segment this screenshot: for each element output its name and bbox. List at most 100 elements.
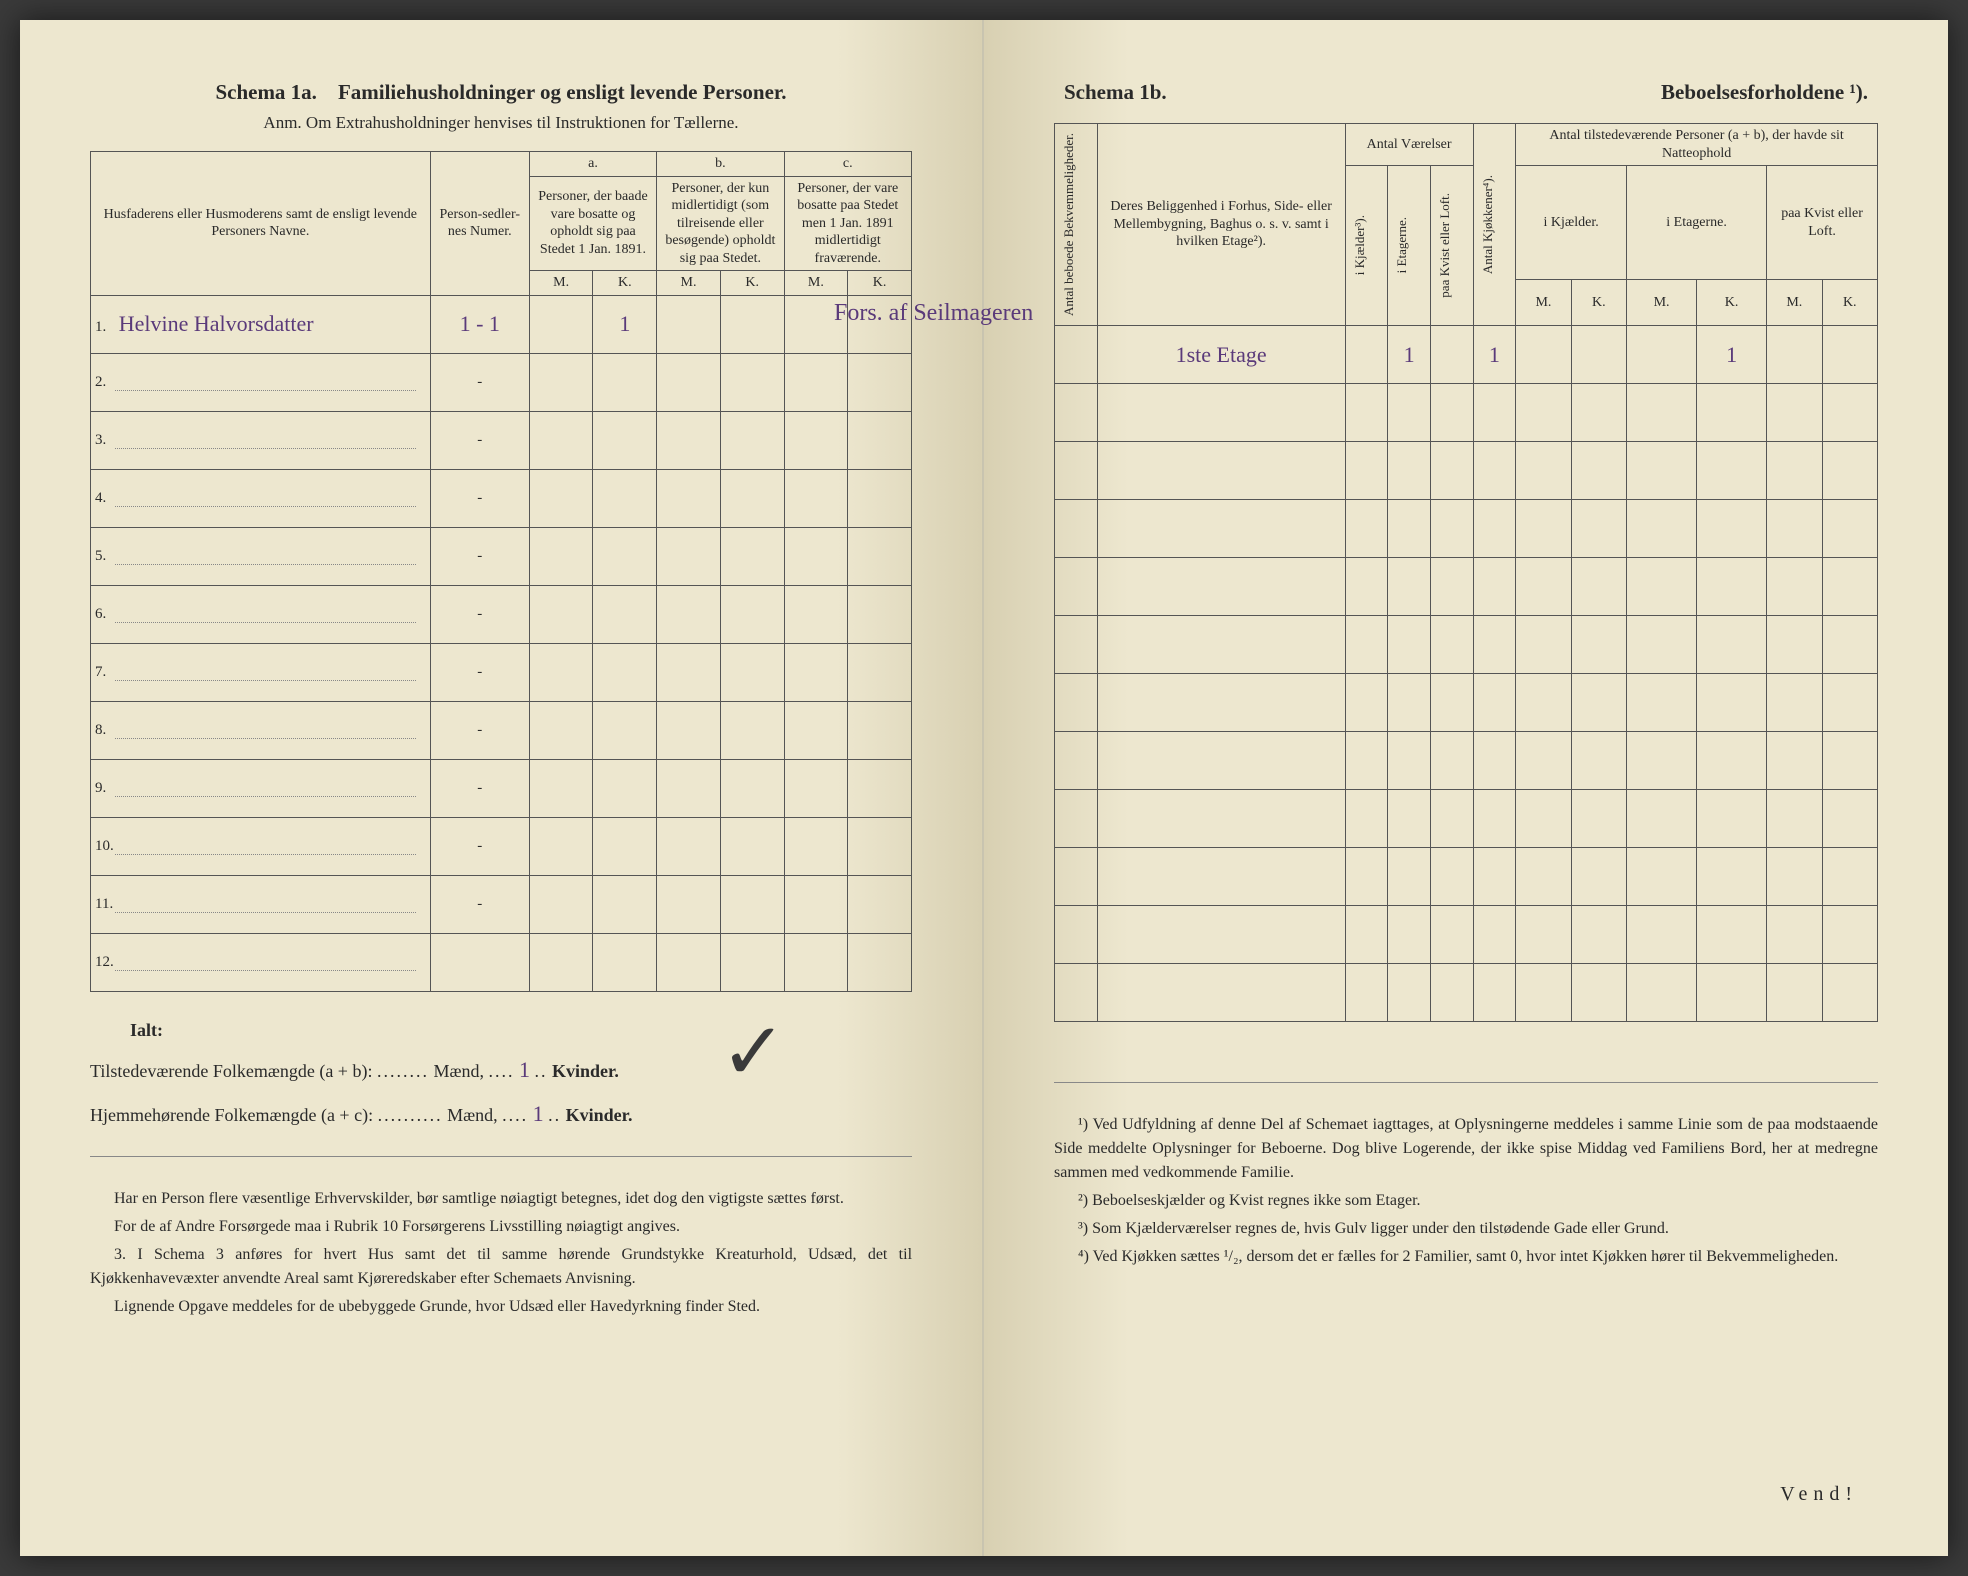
row-1-ak: 1 [593,295,657,353]
cell [1767,326,1822,384]
dotted [115,841,416,855]
cell [1473,674,1516,732]
cell [1571,500,1626,558]
cell [1345,906,1388,964]
checkmark-icon: ✓ [720,1005,787,1099]
hw-fors: Fors. af Seilmageren [834,300,1033,327]
cell [657,701,721,759]
cell [657,643,721,701]
cell [1571,906,1626,964]
cell [1767,964,1822,1022]
dotted [115,667,416,681]
cell [1055,964,1098,1022]
hw-vetag: 1 [1404,342,1415,367]
cell [1767,732,1822,790]
table-row: 5.- [91,527,912,585]
cell [1345,674,1388,732]
cell [720,817,784,875]
cell [1697,964,1767,1022]
col-a-k: K. [593,271,657,296]
cell [1388,848,1431,906]
cell [1627,964,1697,1022]
cell [1627,616,1697,674]
cell [1388,384,1431,442]
col-et-text: i Etagerne. [1392,211,1412,279]
cell [1430,848,1473,906]
table-row [1055,558,1878,616]
cell [784,469,848,527]
cell [1055,616,1098,674]
col-i-kjael: i Kjælder. [1516,166,1627,280]
cell [657,527,721,585]
cell [1345,500,1388,558]
hw-persk: 1 [1726,342,1737,367]
cell [430,933,529,991]
dotted [115,377,416,391]
cell [1571,558,1626,616]
cell [657,933,721,991]
cell [1627,906,1697,964]
left-page: Schema 1a. Familiehusholdninger og ensli… [20,20,984,1556]
row-num: 6. [95,606,115,623]
table-row [1055,906,1878,964]
cell [593,527,657,585]
cell [1097,500,1345,558]
schema-1a-label: Schema 1a. [215,80,317,104]
cell [784,585,848,643]
cell [1627,674,1697,732]
cell [657,353,721,411]
cell [1822,732,1878,790]
cell [1345,442,1388,500]
cell [1571,442,1626,500]
cell [1097,732,1345,790]
footnote-r1: ¹) Ved Udfyldning af denne Del af Schema… [1054,1113,1878,1185]
col-a-text: Personer, der baade vare bosatte og opho… [529,176,656,271]
cell [1097,674,1345,732]
cell [1571,964,1626,1022]
cell: - [430,353,529,411]
cell [1697,616,1767,674]
table-row: 3.- [91,411,912,469]
cell [593,759,657,817]
cell [1473,500,1516,558]
cell [1055,790,1098,848]
footnote-1: Har en Person flere væsentlige Erhvervsk… [90,1187,912,1211]
cell [1097,848,1345,906]
cell [1767,790,1822,848]
cell: - [430,817,529,875]
dotted [115,435,416,449]
cell: - [430,643,529,701]
dotted [115,551,416,565]
table-row: 7.- [91,643,912,701]
dotted [115,725,416,739]
col-kjokkener: Antal Kjøkkener⁴). [1473,124,1516,326]
cell [1697,906,1767,964]
col-c-label: c. [784,152,911,177]
row-1-etage: 1ste Etage [1097,326,1345,384]
col-beboede-text: Antal beboede Bekvemmeligheder. [1059,127,1079,322]
row-num: 10. [95,838,115,855]
row-cell: 11. [91,875,431,933]
row-cell: 5. [91,527,431,585]
cell [529,469,593,527]
cell [1697,442,1767,500]
cell [1388,500,1431,558]
cell [1697,790,1767,848]
hjemme-label: Hjemmehørende Folkemængde (a + c): [90,1105,373,1125]
tilstede-label: Tilstedeværende Folkemængde (a + b): [90,1061,372,1081]
fn3-text: I Schema 3 anføres for hvert Hus samt de… [90,1246,912,1287]
table-row [1055,674,1878,732]
row-1-num: 1 - 1 [430,295,529,353]
row-num-1: 1. [95,319,115,336]
table-row [1055,732,1878,790]
cell [593,817,657,875]
cell [1571,790,1626,848]
cell [848,353,912,411]
dots: .. [534,1061,547,1081]
cell [1473,964,1516,1022]
row-cell: 8. [91,701,431,759]
col-kvist: paa Kvist eller Loft. [1430,166,1473,326]
cell [1516,848,1571,906]
cell [784,353,848,411]
hw-num-1: 1 - 1 [460,311,500,336]
